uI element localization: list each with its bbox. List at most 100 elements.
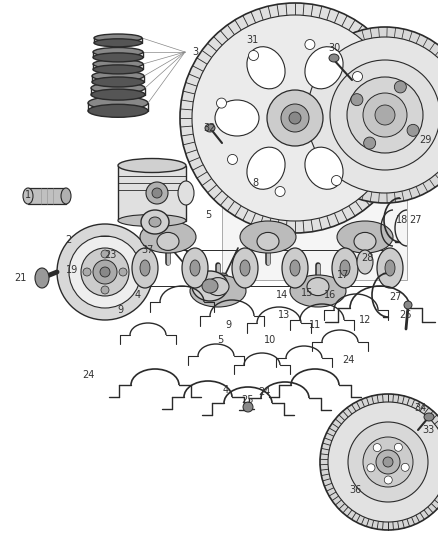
Ellipse shape <box>94 34 142 42</box>
Ellipse shape <box>149 217 161 227</box>
Ellipse shape <box>93 60 143 69</box>
Ellipse shape <box>119 268 127 276</box>
Text: 5: 5 <box>217 335 223 345</box>
Ellipse shape <box>146 182 168 204</box>
Ellipse shape <box>140 221 196 253</box>
Circle shape <box>384 476 392 484</box>
Text: 5: 5 <box>205 210 211 220</box>
Text: 27: 27 <box>409 215 421 225</box>
Ellipse shape <box>257 232 279 251</box>
Ellipse shape <box>92 71 144 81</box>
Ellipse shape <box>92 77 144 87</box>
Ellipse shape <box>305 147 343 189</box>
Ellipse shape <box>202 279 218 293</box>
Ellipse shape <box>354 232 376 251</box>
Circle shape <box>367 464 375 472</box>
Ellipse shape <box>140 260 150 276</box>
Circle shape <box>100 267 110 277</box>
Text: 1: 1 <box>25 190 31 200</box>
Text: 3: 3 <box>192 47 198 57</box>
Ellipse shape <box>247 47 285 89</box>
Ellipse shape <box>132 248 158 288</box>
Text: 17: 17 <box>337 270 349 280</box>
Circle shape <box>297 27 438 203</box>
Ellipse shape <box>240 221 296 253</box>
Ellipse shape <box>290 275 346 307</box>
Circle shape <box>353 71 363 82</box>
Text: 29: 29 <box>419 135 431 145</box>
Text: 9: 9 <box>117 305 123 315</box>
Ellipse shape <box>190 275 246 307</box>
Circle shape <box>363 93 407 137</box>
Ellipse shape <box>357 250 373 274</box>
Text: 15: 15 <box>301 288 313 298</box>
Ellipse shape <box>101 250 109 258</box>
Circle shape <box>93 260 117 284</box>
Ellipse shape <box>152 188 162 198</box>
Circle shape <box>275 187 285 197</box>
Circle shape <box>363 437 413 487</box>
Text: 8: 8 <box>252 178 258 188</box>
Text: 19: 19 <box>66 265 78 275</box>
Ellipse shape <box>192 271 228 301</box>
Bar <box>28 188 66 204</box>
Ellipse shape <box>88 96 148 109</box>
Circle shape <box>407 124 419 136</box>
Circle shape <box>320 394 438 530</box>
Circle shape <box>192 15 398 221</box>
Circle shape <box>330 60 438 170</box>
Text: 33: 33 <box>422 425 434 435</box>
Ellipse shape <box>207 278 229 296</box>
Ellipse shape <box>182 248 208 288</box>
Ellipse shape <box>101 286 109 294</box>
Circle shape <box>348 422 428 502</box>
Ellipse shape <box>157 232 179 251</box>
Circle shape <box>267 90 323 146</box>
Circle shape <box>307 37 438 193</box>
Ellipse shape <box>35 268 49 288</box>
Circle shape <box>305 39 315 50</box>
Ellipse shape <box>88 104 148 117</box>
Ellipse shape <box>91 89 145 100</box>
Ellipse shape <box>340 260 350 276</box>
Ellipse shape <box>247 147 285 189</box>
Circle shape <box>364 128 374 138</box>
Circle shape <box>383 457 393 467</box>
Ellipse shape <box>290 260 300 276</box>
Ellipse shape <box>332 248 358 288</box>
Ellipse shape <box>305 47 343 89</box>
Circle shape <box>227 155 237 165</box>
Ellipse shape <box>83 268 91 276</box>
Text: 25: 25 <box>242 395 254 405</box>
Text: 13: 13 <box>278 310 290 320</box>
Circle shape <box>375 105 395 125</box>
Text: 36: 36 <box>349 485 361 495</box>
Circle shape <box>394 81 406 93</box>
Ellipse shape <box>118 214 186 227</box>
Text: 21: 21 <box>14 273 26 283</box>
Text: 14: 14 <box>276 290 288 300</box>
Circle shape <box>376 450 400 474</box>
Ellipse shape <box>329 54 339 62</box>
Text: 34: 34 <box>414 403 426 413</box>
Text: 4: 4 <box>223 385 229 395</box>
Ellipse shape <box>190 260 200 276</box>
Circle shape <box>81 248 129 296</box>
Text: 37: 37 <box>142 245 154 255</box>
Circle shape <box>289 112 301 124</box>
Ellipse shape <box>23 188 33 204</box>
Ellipse shape <box>377 248 403 288</box>
Circle shape <box>373 443 381 451</box>
Ellipse shape <box>404 301 412 309</box>
Ellipse shape <box>178 181 194 205</box>
Text: 18: 18 <box>396 215 408 225</box>
Text: 30: 30 <box>328 43 340 53</box>
Text: 24: 24 <box>342 355 354 365</box>
Circle shape <box>69 236 141 308</box>
Ellipse shape <box>232 248 258 288</box>
Ellipse shape <box>243 402 253 412</box>
Ellipse shape <box>94 39 142 47</box>
Circle shape <box>394 443 403 451</box>
Text: 4: 4 <box>135 290 141 300</box>
Circle shape <box>332 175 342 185</box>
